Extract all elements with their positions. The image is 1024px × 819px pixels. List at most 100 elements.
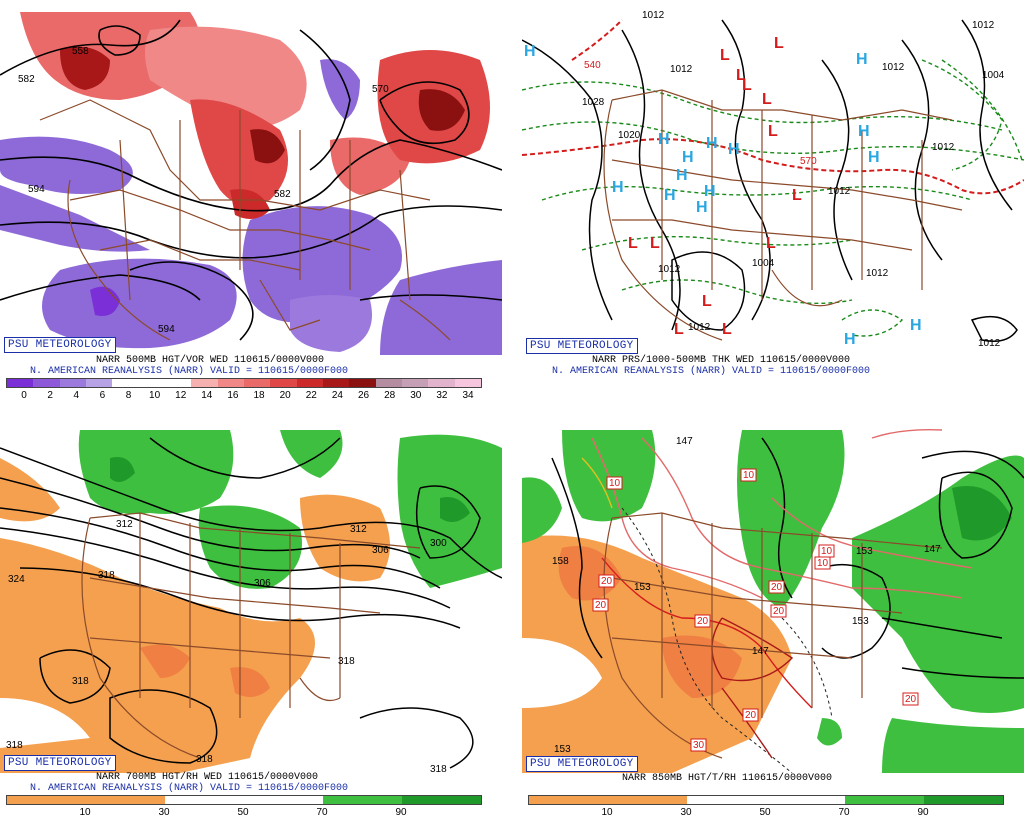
colorbar-tick: 8 bbox=[125, 390, 132, 401]
svg-text:20: 20 bbox=[697, 616, 709, 627]
contour-label: 318 bbox=[430, 764, 447, 775]
contour-label: 570 bbox=[372, 84, 389, 95]
colorbar-tick: 50 bbox=[759, 807, 771, 818]
contour-label: 1004 bbox=[752, 258, 775, 269]
high-pressure-marker: H bbox=[868, 149, 880, 166]
contour-label: 1012 bbox=[658, 264, 681, 275]
panel-caption: N. AMERICAN REANALYSIS (NARR) VALID = 11… bbox=[30, 366, 349, 377]
contour-label: 153 bbox=[852, 616, 869, 627]
colorbar-tick: 90 bbox=[917, 807, 929, 818]
high-pressure-marker: H bbox=[696, 199, 708, 216]
low-pressure-marker: L bbox=[742, 77, 752, 94]
contour-label: 147 bbox=[752, 646, 769, 657]
colorbar-segment bbox=[85, 379, 113, 387]
high-pressure-marker: H bbox=[658, 131, 670, 148]
high-pressure-marker: H bbox=[844, 331, 856, 348]
temperature-label: 20 bbox=[768, 580, 785, 594]
high-pressure-marker: H bbox=[858, 123, 870, 140]
panel-caption: NARR PRS/1000-500MB THK WED 110615/0000V… bbox=[592, 355, 851, 366]
brand-label: PSU METEOROLOGY bbox=[526, 756, 638, 772]
map-850mb: 147 158 153 147 153 153 147 153 10101020… bbox=[522, 429, 1024, 774]
high-pressure-marker: H bbox=[682, 149, 694, 166]
colorbar-tick: 14 bbox=[201, 390, 213, 401]
colorbar-tick: 70 bbox=[838, 807, 850, 818]
contour-label: 158 bbox=[552, 556, 569, 567]
colorbar-segment bbox=[401, 379, 429, 387]
contour-label: 558 bbox=[72, 46, 89, 57]
svg-text:20: 20 bbox=[771, 582, 783, 593]
contour-label: 1012 bbox=[978, 338, 1001, 349]
contour-label: 1020 bbox=[618, 130, 641, 141]
temperature-label: 20 bbox=[770, 604, 787, 618]
contour-label: 1028 bbox=[582, 97, 605, 108]
temperature-label: 10 bbox=[814, 556, 831, 570]
contour-label: 153 bbox=[554, 744, 571, 755]
svg-text:10: 10 bbox=[817, 558, 829, 569]
colorbar-segment bbox=[164, 379, 192, 387]
colorbar-tick: 10 bbox=[149, 390, 161, 401]
panel-caption: NARR 850MB HGT/T/RH 110615/0000V000 bbox=[622, 773, 833, 784]
high-pressure-marker: H bbox=[856, 51, 868, 68]
brand-label: PSU METEOROLOGY bbox=[4, 755, 116, 771]
contour-label: 318 bbox=[338, 656, 355, 667]
svg-text:20: 20 bbox=[905, 694, 917, 705]
low-pressure-marker: L bbox=[792, 187, 802, 204]
colorbar-tick: 30 bbox=[410, 390, 422, 401]
contour-label: 306 bbox=[372, 545, 389, 556]
colorbar-segment bbox=[322, 379, 350, 387]
colorbar-tick: 30 bbox=[158, 807, 170, 818]
svg-text:20: 20 bbox=[601, 576, 613, 587]
high-pressure-marker: H bbox=[706, 135, 718, 152]
low-pressure-marker: L bbox=[628, 235, 638, 252]
colorbar-tick: 6 bbox=[99, 390, 106, 401]
colorbar-segment bbox=[217, 379, 244, 387]
colorbar-tick: 2 bbox=[47, 390, 53, 401]
colorbar-segment bbox=[375, 379, 402, 387]
colorbar-tick: 18 bbox=[253, 390, 265, 401]
high-pressure-marker: H bbox=[676, 167, 688, 184]
high-pressure-marker: H bbox=[728, 141, 740, 158]
colorbar-segment bbox=[7, 379, 34, 387]
panel-caption: NARR 700MB HGT/RH WED 110615/0000V000 bbox=[96, 772, 319, 783]
contour-label: 147 bbox=[676, 436, 693, 447]
colorbar-tick: 16 bbox=[227, 390, 239, 401]
brand-label: PSU METEOROLOGY bbox=[526, 338, 638, 354]
contour-label: 594 bbox=[28, 184, 45, 195]
colorbar-segment bbox=[59, 379, 86, 387]
colorbar-tick: 22 bbox=[305, 390, 317, 401]
high-pressure-marker: H bbox=[612, 179, 624, 196]
colorbar-ticks: 10 30 50 70 90 bbox=[6, 807, 480, 819]
contour-label: 300 bbox=[430, 538, 447, 549]
colorbar-tick: 28 bbox=[384, 390, 396, 401]
contour-label: 1012 bbox=[828, 186, 851, 197]
colorbar-ticks: 10 30 50 70 90 bbox=[528, 807, 1002, 819]
temperature-label: 20 bbox=[694, 614, 711, 628]
svg-text:10: 10 bbox=[743, 470, 755, 481]
colorbar bbox=[528, 795, 1004, 805]
high-pressure-marker: H bbox=[910, 317, 922, 334]
colorbar-tick: 0 bbox=[21, 390, 27, 401]
contour-label: 1012 bbox=[670, 64, 693, 75]
high-pressure-marker: H bbox=[524, 43, 536, 60]
colorbar-segment bbox=[138, 379, 165, 387]
colorbar-tick: 32 bbox=[436, 390, 448, 401]
low-pressure-marker: L bbox=[674, 321, 684, 338]
colorbar-segment bbox=[191, 379, 218, 387]
contour-label: 1012 bbox=[972, 20, 995, 31]
panel-pressure-thickness: 1012 1020 1028 1012 1004 1012 1012 1012 … bbox=[522, 0, 1024, 401]
colorbar-tick: 10 bbox=[79, 807, 91, 818]
colorbar-tick: 70 bbox=[316, 807, 328, 818]
contour-label: 318 bbox=[6, 740, 23, 751]
thickness-label: 540 bbox=[584, 60, 601, 71]
temperature-label: 30 bbox=[690, 738, 707, 752]
contour-label: 318 bbox=[98, 570, 115, 581]
colorbar-tick: 4 bbox=[73, 390, 80, 401]
contour-label: 312 bbox=[116, 519, 133, 530]
map-500mb: 558 582 594 570 582 594 bbox=[0, 12, 502, 355]
panel-700mb-rh: 312 324 318 318 306 300 312 306 318 318 … bbox=[0, 418, 502, 819]
low-pressure-marker: L bbox=[762, 91, 772, 108]
colorbar-tick: 34 bbox=[462, 390, 474, 401]
colorbar-segment bbox=[243, 379, 271, 387]
colorbar-segment bbox=[428, 379, 455, 387]
colorbar bbox=[6, 378, 482, 388]
